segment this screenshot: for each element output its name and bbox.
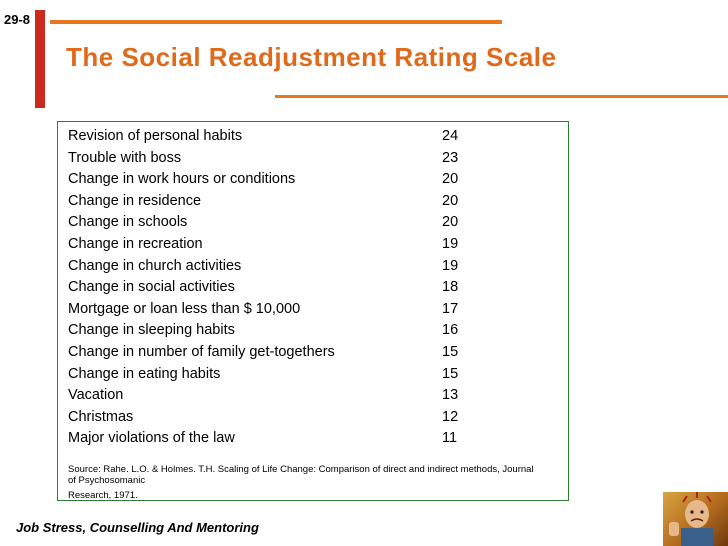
table-row: Major violations of the law 11: [68, 428, 568, 450]
event-label: Mortgage or loan less than $ 10,000: [68, 300, 301, 317]
stressed-person-logo-icon: [663, 492, 728, 546]
title-underline-rule: [275, 95, 728, 98]
event-value: 13: [442, 387, 459, 404]
event-label: Major violations of the law: [68, 430, 235, 447]
footer-text: Job Stress, Counselling And Mentoring: [16, 520, 259, 535]
event-value: 15: [442, 343, 459, 360]
event-value: 17: [442, 300, 459, 317]
event-label: Revision of personal habits: [68, 128, 243, 144]
event-label: Vacation: [68, 387, 124, 404]
table-row: Change in recreation 19: [68, 234, 568, 256]
table-row: Trouble with boss 23: [68, 148, 568, 170]
table-row: Vacation 13: [68, 385, 568, 407]
event-label: Change in schools: [68, 214, 188, 231]
table-row: Revision of personal habits 24: [68, 126, 568, 148]
table-rows: Revision of personal habits 24 Trouble wit…: [68, 126, 568, 450]
table-row: Change in church activities 19: [68, 256, 568, 278]
page-title: The Social Readjustment Rating Scale: [66, 42, 557, 72]
table-row: Change in social activities 18: [68, 277, 568, 299]
table-row: Change in number of family get-togethers…: [68, 342, 568, 364]
event-value: 19: [442, 257, 459, 274]
event-label: Change in social activities: [68, 279, 235, 296]
event-value: 15: [442, 365, 459, 382]
source-line-2: of Psychosomanic: [68, 475, 146, 486]
event-label: Christmas: [68, 408, 134, 425]
table-row: Change in sleeping habits 16: [68, 320, 568, 342]
event-label: Change in residence: [68, 192, 202, 209]
event-label: Trouble with boss: [68, 149, 182, 166]
event-value: 12: [442, 408, 459, 425]
event-value: 16: [442, 322, 459, 339]
event-label: Change in work hours or conditions: [68, 171, 296, 188]
event-label: Change in recreation: [68, 235, 203, 252]
event-value: 20: [442, 192, 459, 209]
event-value: 20: [442, 214, 459, 231]
event-value: 20: [442, 171, 459, 188]
event-label: Change in church activities: [68, 257, 242, 274]
event-value: 24: [442, 128, 459, 144]
source-line-1: Source: Rahe. L.O. & Holmes. T.H. Scalin…: [68, 464, 534, 475]
table-row: Change in schools 20: [68, 212, 568, 234]
event-value: 19: [442, 235, 459, 252]
event-label: Change in eating habits: [68, 365, 221, 382]
source-citation: Source: Rahe. L.O. & Holmes. T.H. Scalin…: [68, 464, 568, 501]
top-orange-rule: [50, 20, 502, 24]
accent-red-bar: [35, 10, 45, 108]
rating-scale-table: Revision of personal habits 24 Trouble wit…: [57, 121, 569, 501]
event-value: 18: [442, 279, 459, 296]
event-label: Change in sleeping habits: [68, 322, 235, 339]
table-row: Change in work hours or conditions 20: [68, 169, 568, 191]
table-row: Mortgage or loan less than $ 10,000 17: [68, 299, 568, 321]
slide-number: 29-8: [4, 12, 31, 27]
table-row: Change in residence 20: [68, 191, 568, 213]
table-row: Christmas 12: [68, 407, 568, 429]
source-line-3: Research, 1971.: [68, 490, 138, 501]
event-label: Change in number of family get-togethers: [68, 343, 335, 360]
event-value: 11: [442, 430, 458, 447]
table-row: Change in eating habits 15: [68, 364, 568, 386]
event-value: 23: [442, 149, 459, 166]
